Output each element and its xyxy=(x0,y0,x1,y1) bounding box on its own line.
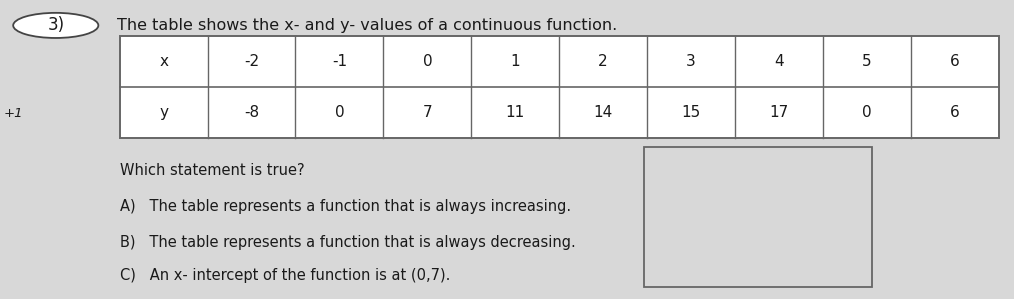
Text: -1: -1 xyxy=(332,54,347,69)
Text: 0: 0 xyxy=(335,105,344,120)
Bar xyxy=(120,36,999,138)
Text: Which statement is true?: Which statement is true? xyxy=(120,163,304,178)
Text: 0: 0 xyxy=(862,105,872,120)
Text: 2: 2 xyxy=(598,54,608,69)
Text: 14: 14 xyxy=(593,105,612,120)
Text: B)   The table represents a function that is always decreasing.: B) The table represents a function that … xyxy=(120,235,575,250)
Text: +1: +1 xyxy=(3,107,23,120)
Text: -8: -8 xyxy=(244,105,260,120)
Text: 5: 5 xyxy=(862,54,872,69)
Text: 3): 3) xyxy=(48,16,64,34)
Text: -2: -2 xyxy=(244,54,260,69)
Text: 11: 11 xyxy=(506,105,525,120)
Text: y: y xyxy=(159,105,168,120)
Text: 4: 4 xyxy=(775,54,784,69)
Bar xyxy=(644,147,872,287)
Text: A)   The table represents a function that is always increasing.: A) The table represents a function that … xyxy=(120,199,571,214)
Text: 17: 17 xyxy=(770,105,789,120)
Text: C)   An x- intercept of the function is at (0,7).: C) An x- intercept of the function is at… xyxy=(120,268,450,283)
Circle shape xyxy=(13,13,98,38)
Text: 1: 1 xyxy=(510,54,520,69)
Text: 0: 0 xyxy=(423,54,432,69)
Text: 15: 15 xyxy=(681,105,701,120)
Text: 3: 3 xyxy=(686,54,696,69)
Text: x: x xyxy=(159,54,168,69)
Text: 6: 6 xyxy=(950,105,959,120)
Text: 7: 7 xyxy=(423,105,432,120)
Text: The table shows the x- and y- values of a continuous function.: The table shows the x- and y- values of … xyxy=(117,18,617,33)
Text: 6: 6 xyxy=(950,54,959,69)
